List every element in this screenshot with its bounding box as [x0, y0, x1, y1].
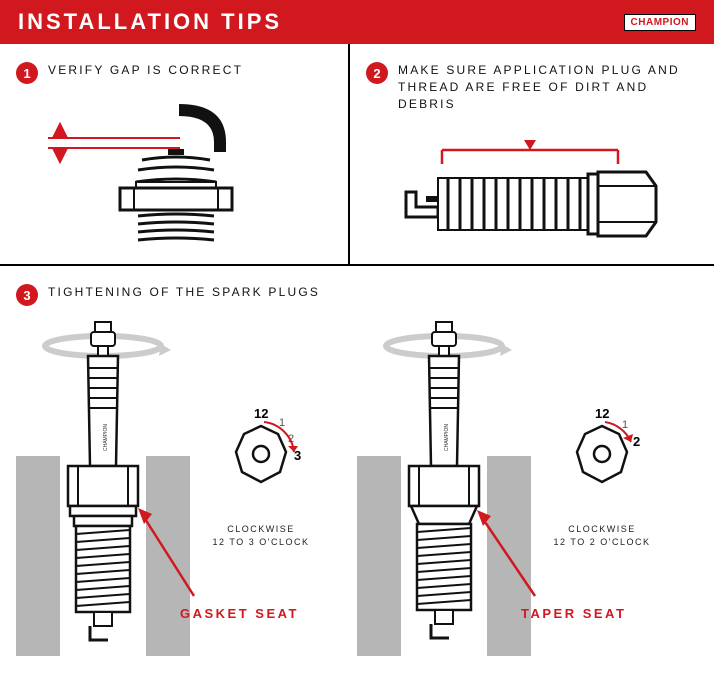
top-row: 1 Verify gap is correct	[0, 44, 714, 266]
step-1-text: Verify gap is correct	[48, 62, 243, 79]
dial-gasket: 12 1 2 3 clockwise 12 to 3 o'clock	[206, 404, 316, 548]
svg-text:12: 12	[595, 406, 609, 421]
step-2-text: Make sure application plug and thread ar…	[398, 62, 698, 112]
svg-text:CHAMPION: CHAMPION	[103, 424, 109, 451]
spark-plug-taper-svg: CHAMPION	[357, 316, 547, 656]
dial-12: 12	[254, 406, 268, 421]
step-3-badge: 3	[16, 284, 38, 306]
step-3-text: Tightening of the spark plugs	[48, 284, 320, 301]
taper-seat-label: Taper Seat	[521, 606, 626, 621]
gasket-seat-column: CHAMPION	[16, 316, 357, 656]
header-title: Installation Tips	[18, 9, 282, 35]
cap-r2: 12 to 2 o'clock	[554, 537, 651, 547]
step-1-head: 1 Verify gap is correct	[16, 62, 332, 84]
step-2-head: 2 Make sure application plug and thread …	[366, 62, 698, 112]
svg-text:1: 1	[622, 419, 628, 431]
dial-taper: 12 1 2 clockwise 12 to 2 o'clock	[547, 404, 657, 548]
header-bar: Installation Tips CHAMPION	[0, 0, 714, 44]
svg-text:CHAMPION: CHAMPION	[444, 424, 450, 451]
illustration-gap	[16, 94, 332, 249]
step-2-badge: 2	[366, 62, 388, 84]
panel-step-3: 3 Tightening of the spark plugs	[0, 266, 714, 674]
bottom-content: CHAMPION	[16, 316, 698, 656]
cap-l1: clockwise	[227, 524, 295, 534]
step-1-badge: 1	[16, 62, 38, 84]
svg-text:2: 2	[633, 434, 640, 449]
gasket-seat-label: Gasket Seat	[180, 606, 299, 621]
spark-plug-gasket-svg: CHAMPION	[16, 316, 206, 656]
illustration-thread	[366, 122, 698, 267]
brand-logo: CHAMPION	[624, 14, 696, 31]
taper-seat-column: CHAMPION	[357, 316, 698, 656]
panel-step-2: 2 Make sure application plug and thread …	[350, 44, 714, 264]
panel-step-1: 1 Verify gap is correct	[0, 44, 350, 264]
dial-caption-right: clockwise 12 to 2 o'clock	[547, 523, 657, 548]
step-3-head: 3 Tightening of the spark plugs	[16, 284, 698, 306]
cap-r1: clockwise	[568, 524, 636, 534]
cap-l2: 12 to 3 o'clock	[213, 537, 310, 547]
dial-caption-left: clockwise 12 to 3 o'clock	[206, 523, 316, 548]
